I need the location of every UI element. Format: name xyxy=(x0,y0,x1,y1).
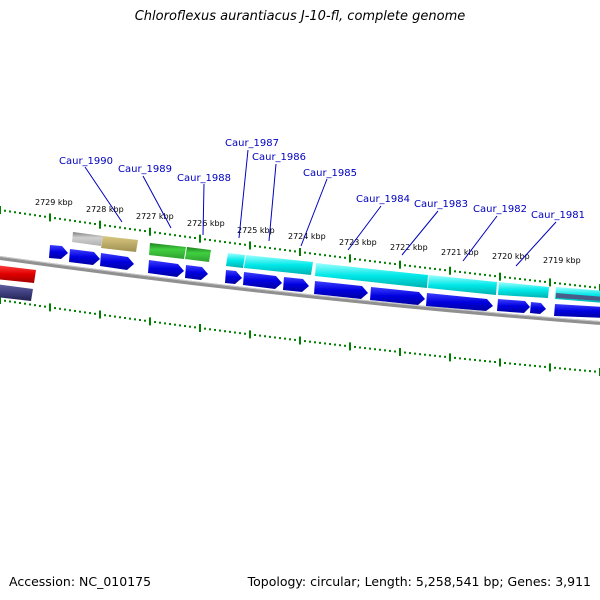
feature-navy-2 xyxy=(556,293,600,301)
kbp-label: 2719 kbp xyxy=(543,256,581,265)
cds-arrow xyxy=(49,245,68,259)
cds-arrow xyxy=(148,260,184,277)
cds-arrow xyxy=(185,265,208,280)
feature-cyan-4 xyxy=(428,275,497,295)
gene-label: Caur_1990 xyxy=(59,156,113,167)
kbp-label: 2729 kbp xyxy=(35,198,73,207)
gene-label: Caur_1987 xyxy=(225,138,279,149)
outer-tick-ring xyxy=(0,296,600,376)
gene-label: Caur_1986 xyxy=(252,152,306,163)
cds-arrow xyxy=(100,253,134,270)
cds-arrow xyxy=(243,272,282,289)
gene-label: Caur_1984 xyxy=(356,194,410,205)
kbp-label: 2725 kbp xyxy=(237,226,275,235)
kbp-label: 2721 kbp xyxy=(441,248,479,257)
cds-arrow xyxy=(283,277,309,292)
gene-leader-line xyxy=(238,149,249,239)
kbp-labels: 2729 kbp 2728 kbp 2727 kbp 2726 kbp 2725 kbp… xyxy=(35,198,581,265)
feature-grey xyxy=(72,232,103,246)
kbp-label: 2722 kbp xyxy=(390,243,428,252)
gene-label: Caur_1985 xyxy=(303,168,357,179)
feature-cyan-2 xyxy=(244,255,313,275)
feature-cyan-5 xyxy=(498,282,549,298)
kbp-label: 2727 kbp xyxy=(136,212,174,221)
kbp-label: 2724 kbp xyxy=(288,232,326,241)
cds-arrow xyxy=(426,293,493,311)
cds-arrow xyxy=(370,287,425,305)
gene-labels: Caur_1990 Caur_1989 Caur_1988 Caur_1987 Caur… xyxy=(59,138,585,267)
feature-navy xyxy=(0,284,33,301)
gene-label: Caur_1981 xyxy=(531,210,585,221)
kbp-label: 2726 kbp xyxy=(187,219,225,228)
gene-label: Caur_1982 xyxy=(473,204,527,215)
feature-cyan-1 xyxy=(226,253,245,268)
gene-leader-line xyxy=(142,175,172,229)
inner-tick-ring xyxy=(0,206,600,292)
cds-arrow xyxy=(225,270,242,284)
kbp-label: 2723 kbp xyxy=(339,238,377,247)
gene-label: Caur_1989 xyxy=(118,164,172,175)
feature-green-1 xyxy=(149,243,186,259)
feature-green-2 xyxy=(185,247,211,262)
cds-arrow xyxy=(314,281,368,299)
gene-label: Caur_1983 xyxy=(414,199,468,210)
accession-label: Accession: NC_010175 xyxy=(9,574,152,589)
cds-arrow xyxy=(497,299,530,313)
cds-arrow xyxy=(554,304,600,318)
gene-leader-line xyxy=(84,166,123,223)
map-title: Chloroflexus aurantiacus J-10-fl, comple… xyxy=(134,9,466,24)
kbp-label: 2720 kbp xyxy=(492,252,530,261)
feature-cyan-3 xyxy=(315,263,428,288)
genome-info-label: Topology: circular; Length: 5,258,541 bp… xyxy=(247,574,591,589)
gene-leader-line xyxy=(202,183,205,236)
gene-leader-line xyxy=(347,205,382,251)
feature-khaki xyxy=(101,236,138,252)
gene-leader-line xyxy=(268,163,277,242)
gene-leader-line xyxy=(462,215,498,262)
feature-red xyxy=(0,265,36,283)
genome-backbone xyxy=(0,256,600,325)
cds-arrow xyxy=(69,249,100,265)
cds-arrow xyxy=(530,302,546,314)
gene-leader-line xyxy=(401,210,439,256)
kbp-label: 2728 kbp xyxy=(86,205,124,214)
gene-label: Caur_1988 xyxy=(177,173,231,184)
gene-leader-line xyxy=(300,178,328,247)
gene-leader-line xyxy=(515,221,557,267)
